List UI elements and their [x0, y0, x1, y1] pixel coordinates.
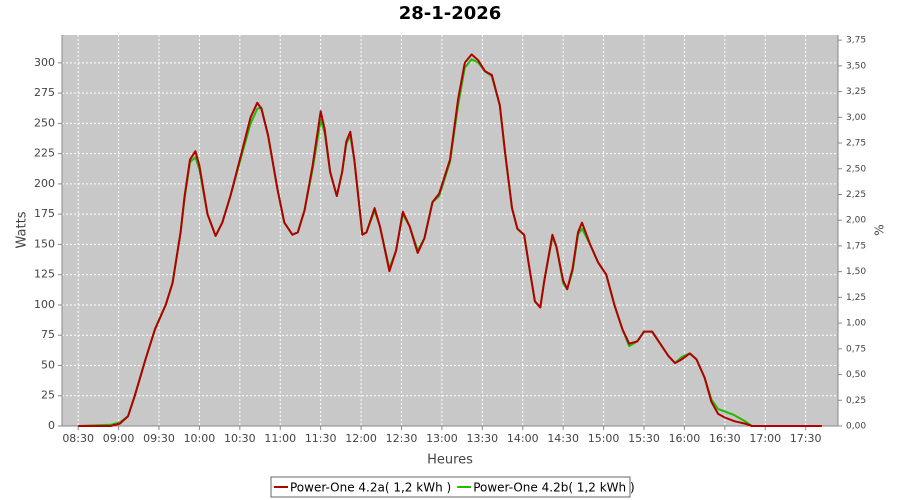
chart-title: 28-1-2026	[399, 3, 502, 24]
y2-tick-label: 0,75	[846, 344, 866, 354]
x-tick-label: 10:30	[224, 432, 256, 445]
x-tick-label: 10:00	[184, 432, 216, 445]
y-tick-label: 275	[34, 86, 55, 99]
legend-label: Power-One 4.2a( 1,2 kWh )	[290, 481, 451, 495]
y2-tick-label: 3,50	[846, 61, 866, 71]
legend-label: Power-One 4.2b( 1,2 kWh )	[473, 481, 634, 495]
x-tick-label: 13:30	[466, 432, 498, 445]
y-tick-label: 300	[34, 56, 55, 69]
x-tick-label: 12:00	[345, 432, 377, 445]
y2-tick-label: 2,25	[846, 190, 866, 200]
y-tick-label: 50	[41, 358, 55, 371]
x-tick-label: 11:30	[305, 432, 337, 445]
y2-tick-label: 1,75	[846, 241, 866, 251]
y2-tick-label: 0,50	[846, 370, 866, 380]
x-tick-label: 13:00	[426, 432, 458, 445]
legend	[270, 476, 631, 498]
y-tick-label: 175	[34, 207, 55, 220]
y2-tick-label: 2,00	[846, 216, 866, 226]
y-axis-label: Watts	[15, 211, 30, 248]
y-tick-label: 250	[34, 116, 55, 129]
x-tick-label: 14:30	[547, 432, 579, 445]
y-tick-label: 0	[48, 419, 55, 432]
x-tick-label: 09:00	[103, 432, 135, 445]
x-tick-label: 16:30	[709, 432, 741, 445]
x-tick-label: 12:30	[386, 432, 418, 445]
y2-axis-label: %	[873, 224, 887, 235]
x-tick-label: 17:00	[749, 432, 781, 445]
y2-tick-label: 1,50	[846, 267, 866, 277]
x-tick-label: 08:30	[62, 432, 94, 445]
x-tick-label: 17:30	[790, 432, 822, 445]
y2-tick-label: 0,00	[846, 422, 866, 432]
x-tick-label: 16:00	[669, 432, 701, 445]
x-tick-label: 15:00	[588, 432, 620, 445]
y-tick-label: 25	[41, 389, 55, 402]
y-tick-label: 100	[34, 298, 55, 311]
y-tick-label: 75	[41, 328, 55, 341]
y-tick-label: 225	[34, 147, 55, 160]
y2-tick-label: 1,00	[846, 319, 866, 329]
x-tick-label: 11:00	[264, 432, 296, 445]
plot-area	[62, 35, 838, 426]
y-tick-label: 125	[34, 268, 55, 281]
x-tick-label: 14:00	[507, 432, 539, 445]
x-tick-label: 09:30	[143, 432, 175, 445]
y-tick-label: 200	[34, 177, 55, 190]
x-axis-label: Heures	[427, 453, 473, 468]
y2-tick-label: 1,25	[846, 293, 866, 303]
y2-tick-label: 2,75	[846, 139, 866, 149]
y2-tick-label: 2,50	[846, 164, 866, 174]
y2-tick-label: 3,75	[846, 36, 866, 46]
x-tick-label: 15:30	[628, 432, 660, 445]
y2-tick-label: 3,25	[846, 87, 866, 97]
series-line	[78, 53, 822, 427]
y2-tick-label: 3,00	[846, 113, 866, 123]
y2-tick-label: 0,25	[846, 396, 866, 406]
y-tick-label: 150	[34, 237, 55, 250]
